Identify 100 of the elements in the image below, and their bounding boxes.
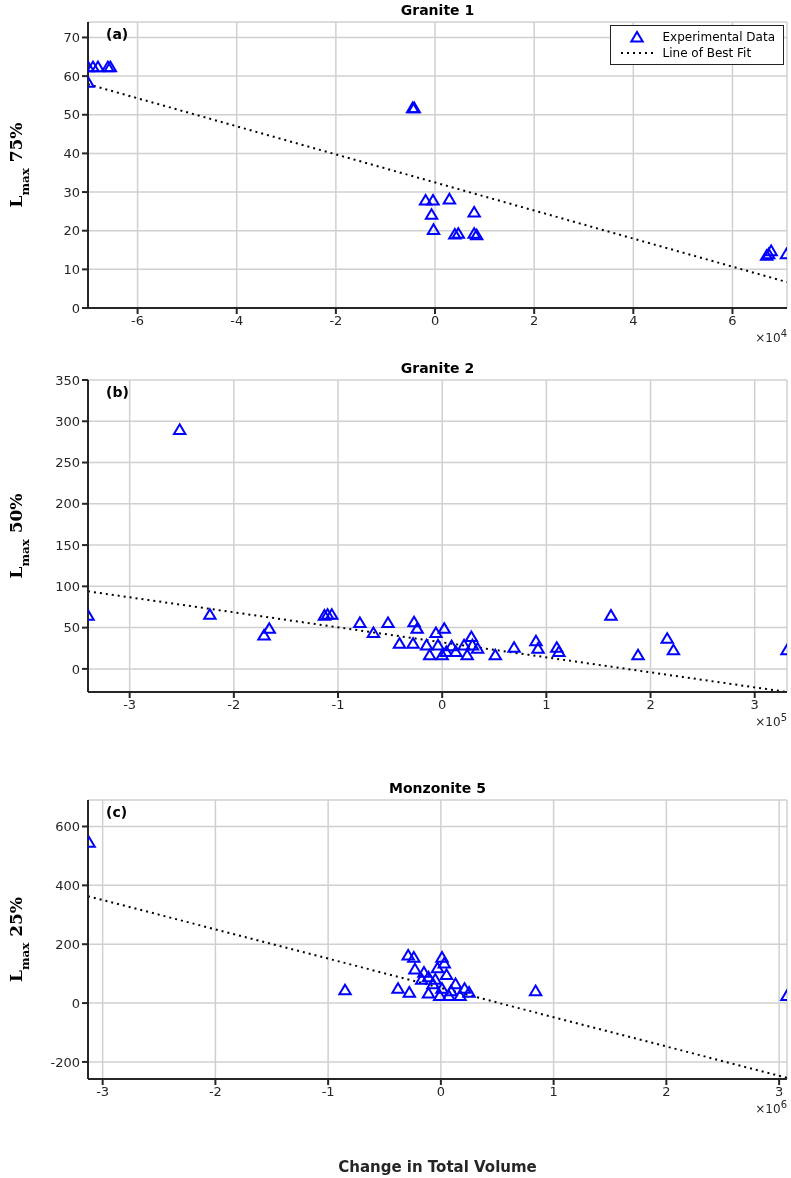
legend-label: Experimental Data bbox=[662, 29, 775, 45]
point bbox=[203, 608, 217, 620]
y-tick-label: 0 bbox=[71, 661, 80, 677]
x-tick-label: 2 bbox=[646, 697, 655, 713]
point bbox=[448, 227, 462, 240]
point bbox=[402, 986, 417, 998]
y-tick-label: 10 bbox=[63, 261, 80, 277]
y-tick-label: -200 bbox=[50, 1054, 80, 1070]
y-tick-label: 300 bbox=[55, 413, 80, 429]
y-tick-label: 350 bbox=[55, 372, 80, 388]
point bbox=[462, 986, 476, 998]
point bbox=[91, 60, 105, 73]
point bbox=[172, 423, 187, 435]
x-tick-label: 2 bbox=[530, 313, 539, 329]
point bbox=[528, 984, 543, 997]
point bbox=[550, 641, 564, 653]
x-tick-label: 0 bbox=[430, 313, 440, 329]
x-tick-label: -1 bbox=[331, 697, 345, 713]
point bbox=[426, 977, 440, 990]
point bbox=[431, 638, 445, 651]
point bbox=[392, 637, 407, 649]
point bbox=[433, 989, 447, 1001]
point bbox=[415, 973, 429, 985]
annotation: (b) bbox=[106, 384, 129, 400]
x-tick-label: -2 bbox=[227, 697, 241, 713]
point bbox=[426, 193, 440, 206]
point bbox=[604, 609, 618, 621]
point bbox=[439, 645, 454, 657]
point bbox=[465, 638, 480, 651]
point bbox=[435, 951, 449, 963]
x-tick-label: -6 bbox=[131, 313, 145, 329]
x-tick-label: -3 bbox=[96, 1084, 110, 1100]
x-tick-label: 4 bbox=[629, 313, 638, 329]
point bbox=[660, 632, 674, 644]
point bbox=[488, 648, 503, 661]
point bbox=[421, 986, 436, 999]
point bbox=[529, 634, 543, 647]
x-tick-label: -4 bbox=[230, 313, 244, 329]
point bbox=[467, 205, 481, 218]
x-tick-label: 1 bbox=[549, 1084, 558, 1100]
x-tick-label: 2 bbox=[662, 1084, 671, 1100]
text: ×10$^{5}$ bbox=[755, 712, 787, 729]
x-tick-label: 1 bbox=[542, 697, 551, 713]
point bbox=[437, 956, 451, 969]
point bbox=[460, 648, 474, 661]
point bbox=[88, 60, 100, 73]
point bbox=[453, 989, 467, 1001]
point bbox=[391, 982, 405, 994]
point bbox=[418, 193, 433, 206]
y-tick-label: 100 bbox=[55, 578, 80, 594]
text: ×10$^{6}$ bbox=[755, 1099, 787, 1116]
point bbox=[444, 984, 458, 997]
y-tick-label: 200 bbox=[55, 496, 80, 512]
point bbox=[419, 638, 434, 651]
point bbox=[325, 608, 339, 620]
chart-title: Granite 1 bbox=[399, 2, 476, 18]
y-tick-label: 0 bbox=[71, 300, 80, 316]
x-tick-label: -1 bbox=[321, 1084, 335, 1100]
legend-label: Line of Best Fit bbox=[662, 45, 752, 61]
point bbox=[430, 961, 445, 974]
point bbox=[353, 616, 367, 629]
point bbox=[437, 622, 451, 634]
y-tick-label: 60 bbox=[63, 68, 80, 84]
point bbox=[338, 983, 352, 996]
y-tick-label: 40 bbox=[63, 146, 80, 162]
point bbox=[407, 615, 421, 628]
point bbox=[442, 192, 457, 205]
x-tick-label: -2 bbox=[208, 1084, 222, 1100]
x-tick-label: 3 bbox=[750, 697, 759, 713]
point bbox=[406, 637, 420, 649]
point bbox=[417, 966, 431, 978]
x-axis-title: Change in Total Volume bbox=[338, 1158, 537, 1176]
point bbox=[439, 968, 454, 981]
point bbox=[631, 648, 645, 661]
point bbox=[552, 645, 566, 657]
point bbox=[366, 626, 381, 638]
x-tick-label: -3 bbox=[123, 697, 137, 713]
y-tick-label: 50 bbox=[63, 107, 80, 123]
point bbox=[464, 630, 479, 643]
point bbox=[531, 642, 545, 654]
point bbox=[451, 227, 466, 239]
y-tick-label: 200 bbox=[55, 936, 80, 952]
point bbox=[410, 622, 424, 634]
point bbox=[408, 962, 422, 975]
y-tick-label: 0 bbox=[71, 995, 80, 1011]
y-tick-label: 600 bbox=[55, 819, 80, 835]
point bbox=[470, 642, 485, 654]
annotation: (a) bbox=[106, 26, 129, 42]
x-tick-label: 0 bbox=[438, 697, 447, 713]
point bbox=[426, 223, 441, 235]
y-tick-label: 50 bbox=[63, 620, 80, 636]
point bbox=[257, 628, 271, 641]
point bbox=[507, 641, 521, 653]
y-tick-label: 150 bbox=[55, 537, 80, 553]
x-tick-label: 0 bbox=[436, 1084, 446, 1100]
point bbox=[428, 973, 442, 985]
y-tick-label: 20 bbox=[63, 223, 80, 239]
point bbox=[666, 643, 681, 656]
point bbox=[401, 948, 415, 961]
point bbox=[381, 616, 395, 629]
